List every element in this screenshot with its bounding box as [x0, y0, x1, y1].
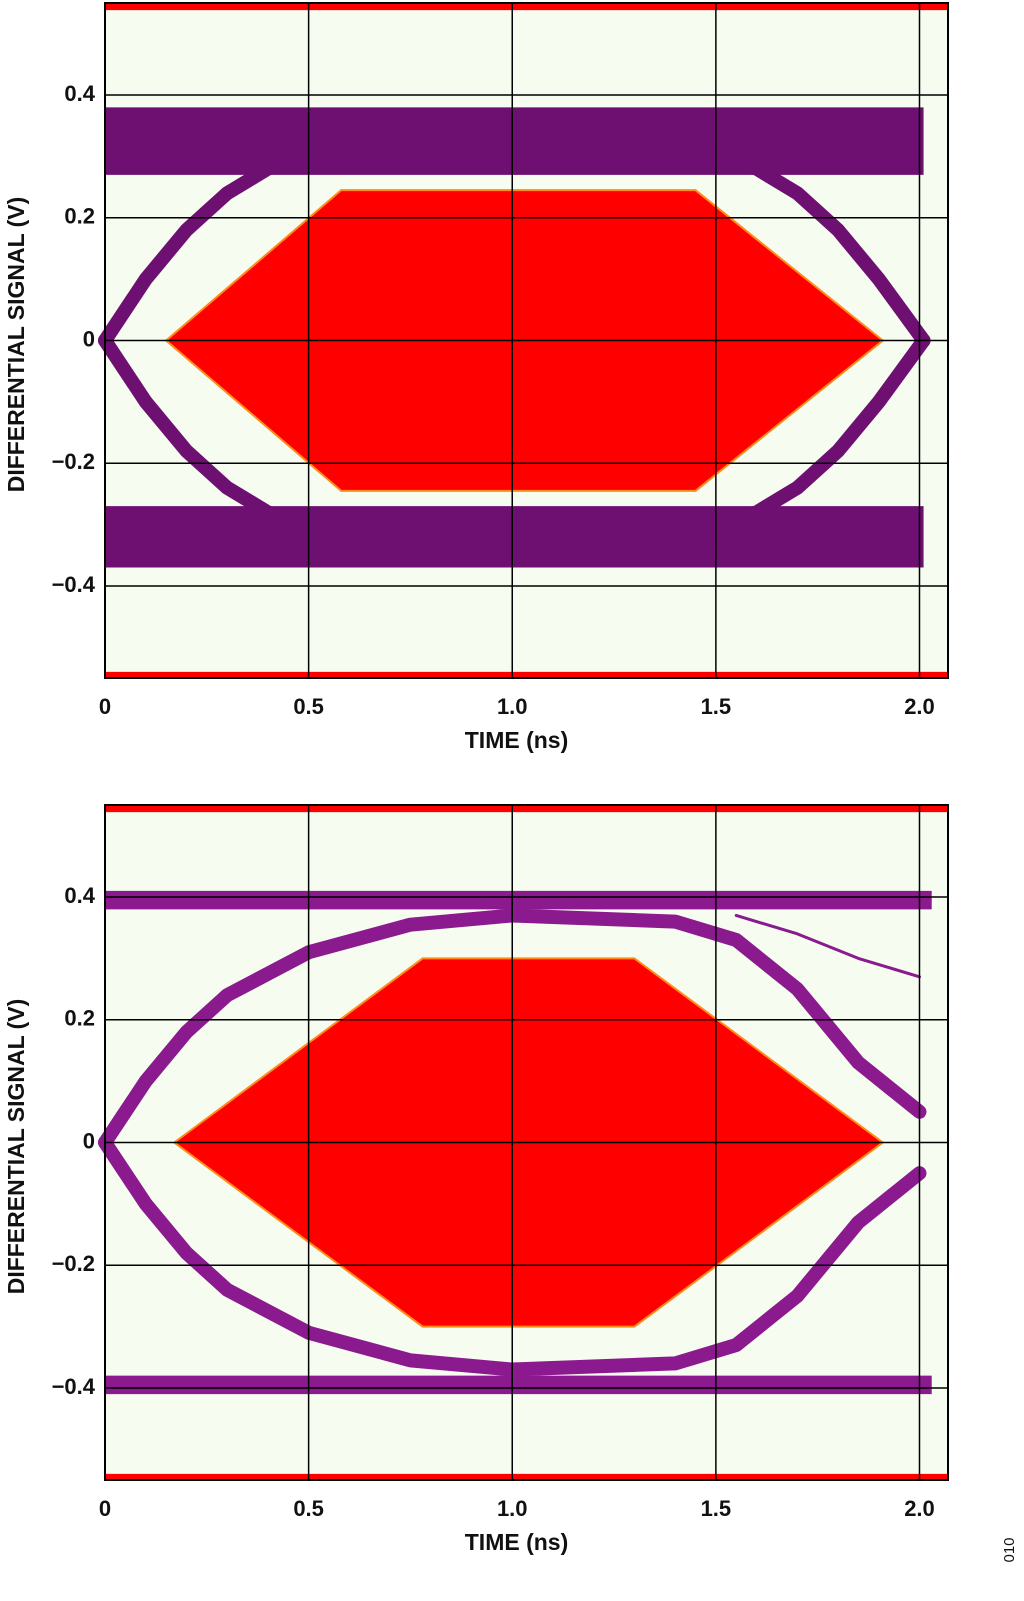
x-tick-label: 0	[99, 1496, 111, 1521]
eye-trace	[98, 149, 316, 348]
x-tick-label: 1.0	[497, 1496, 528, 1521]
x-tick-label: 2.0	[904, 694, 935, 719]
y-tick-label: 0.2	[64, 1006, 95, 1031]
eye-trace	[98, 1135, 927, 1377]
y-tick-label: −0.4	[52, 572, 96, 597]
mask-limit	[105, 3, 948, 11]
x-tick-label: 0.5	[293, 1496, 324, 1521]
y-axis-label: DIFFERENTIAL SIGNAL (V)	[3, 197, 29, 493]
plot	[98, 805, 948, 1481]
x-axis-label: TIME (ns)	[465, 727, 569, 753]
y-axis-label: DIFFERENTIAL SIGNAL (V)	[3, 999, 29, 1295]
y-tick-label: 0.4	[64, 883, 95, 908]
eye-trace	[734, 913, 921, 979]
y-tick-label: −0.2	[52, 1251, 95, 1276]
x-tick-label: 0.5	[293, 694, 324, 719]
mask-limit	[105, 1473, 948, 1481]
eye-trace	[98, 333, 316, 532]
eye-band	[105, 1375, 932, 1395]
x-tick-label: 1.5	[701, 1496, 732, 1521]
y-tick-label: −0.4	[52, 1374, 96, 1399]
eye-trace	[708, 149, 931, 348]
eye-band	[105, 107, 924, 175]
mask-limit	[105, 805, 948, 813]
eye-band	[105, 506, 924, 568]
plot-frame	[104, 2, 949, 679]
mask-limit	[105, 671, 948, 679]
plot-frame	[104, 804, 949, 1481]
eye-band	[105, 890, 932, 910]
eye-trace	[98, 908, 927, 1150]
x-tick-label: 0	[99, 694, 111, 719]
y-tick-label: 0.4	[64, 81, 95, 106]
eye-trace	[708, 333, 931, 532]
y-tick-label: −0.2	[52, 449, 95, 474]
x-tick-label: 2.0	[904, 1496, 935, 1521]
y-tick-label: 0	[83, 326, 95, 351]
plot	[98, 3, 948, 679]
figure-code: 010	[1001, 1537, 1018, 1562]
y-tick-label: 0	[83, 1128, 95, 1153]
x-axis-label: TIME (ns)	[465, 1529, 569, 1555]
y-tick-label: 0.2	[64, 204, 95, 229]
x-tick-label: 1.0	[497, 694, 528, 719]
x-tick-label: 1.5	[701, 694, 732, 719]
